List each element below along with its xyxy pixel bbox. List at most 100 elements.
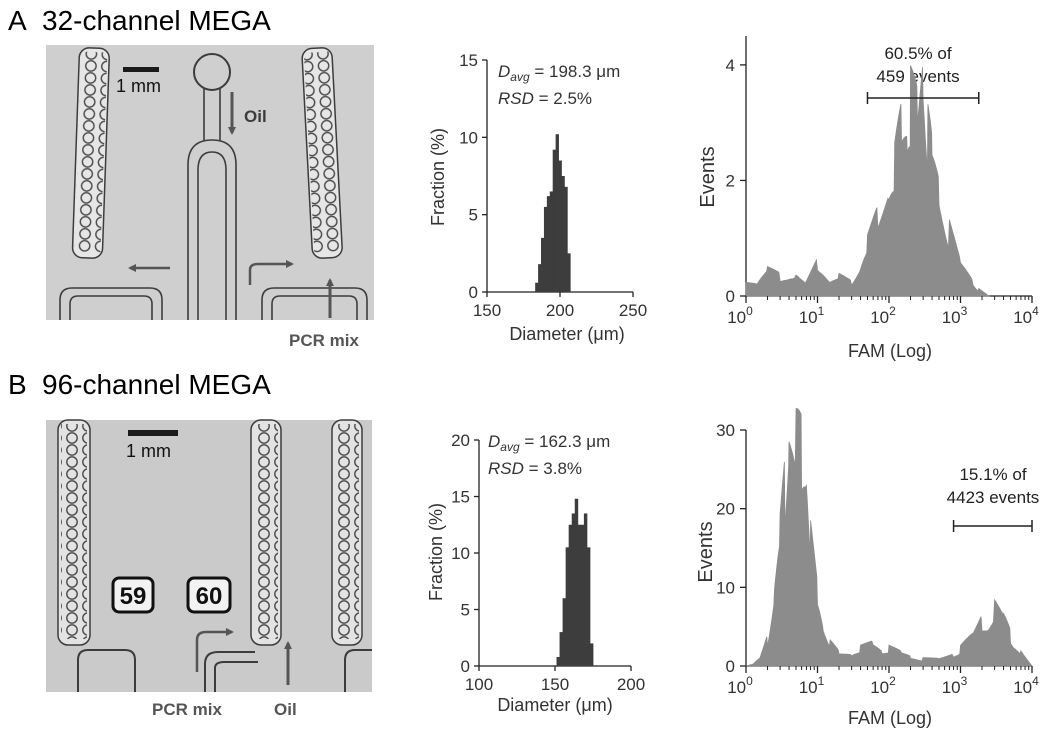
droplet-train <box>74 51 108 253</box>
channel-number-59: 59 <box>111 576 155 614</box>
histogram-bar <box>538 264 542 292</box>
y-tick-label: 0 <box>726 287 735 306</box>
panel-b-letter: B <box>8 369 27 400</box>
junction-channel <box>77 649 136 692</box>
histogram-bar <box>565 547 570 666</box>
svg-text:59: 59 <box>120 583 147 610</box>
y-tick-label: 10 <box>451 544 470 563</box>
histogram-bar <box>541 237 545 292</box>
histogram-bar <box>586 547 591 666</box>
fam-histogram-b: Events FAM (Log) 15.1% of 4423 events 01… <box>695 408 1040 728</box>
y-tick-label: 2 <box>726 171 735 190</box>
rsd-stat-a: RSD = 2.5% <box>498 89 592 108</box>
y-tick-label: 0 <box>726 657 735 676</box>
size-histogram-b: Davg = 162.3 μm RSD = 3.8% Fraction (%) … <box>426 431 645 715</box>
panel-b: B 96-channel MEGA 59 60 <box>8 369 1039 728</box>
y-tick-label: 5 <box>461 601 470 620</box>
rsd-stat-b: RSD = 3.8% <box>488 459 582 478</box>
x-tick-label: 100 <box>727 304 753 327</box>
fam-axis-label-a: FAM (Log) <box>848 341 932 361</box>
oil-label-a: Oil <box>244 107 267 126</box>
y-tick-label: 15 <box>451 488 470 507</box>
histogram-bar <box>583 513 588 666</box>
events-axis-label-a: Events <box>697 146 719 207</box>
flow-arrow-right <box>248 260 294 285</box>
histogram-bar <box>580 524 585 666</box>
pcr-mix-label-a: PCR mix <box>289 331 359 350</box>
histogram-bar <box>559 632 563 666</box>
pcr-mix-label-b: PCR mix <box>152 700 222 719</box>
x-tick-label: 200 <box>617 675 645 694</box>
y-tick-label: 15 <box>459 51 478 70</box>
fam-axis-label-b: FAM (Log) <box>848 708 932 728</box>
y-tick-label: 20 <box>716 500 735 519</box>
fraction-axis-label-a: Fraction (%) <box>428 128 448 226</box>
micrograph-b-background <box>46 420 372 692</box>
gate-annotation-b-line2: 4423 events <box>947 488 1040 507</box>
x-tick-label: 200 <box>546 301 574 320</box>
y-tick-label: 30 <box>716 421 735 440</box>
histogram-bar <box>535 282 539 292</box>
histogram-bar <box>564 186 568 292</box>
davg-stat-b: Davg = 162.3 μm <box>488 432 610 454</box>
gate-annotation-a-line1: 60.5% of <box>884 44 951 63</box>
x-tick-label: 102 <box>870 674 896 697</box>
x-tick-label: 250 <box>619 301 647 320</box>
x-tick-label: 100 <box>465 675 493 694</box>
y-tick-label: 10 <box>716 578 735 597</box>
size-histogram-a: Davg = 198.3 μm RSD = 2.5% Fraction (%) … <box>428 51 647 344</box>
scale-label-b: 1 mm <box>126 441 171 461</box>
u-channel-inner <box>197 151 227 320</box>
histogram-bar <box>549 191 554 292</box>
micrograph-b: 59 60 1 mm <box>46 419 372 692</box>
oil-label-b: Oil <box>274 700 297 719</box>
junction-channel <box>59 287 163 320</box>
davg-stat-a: Davg = 198.3 μm <box>498 62 620 84</box>
x-tick-label: 102 <box>870 304 896 327</box>
x-tick-label: 103 <box>942 304 968 327</box>
x-tick-label: 100 <box>727 674 753 697</box>
histogram-bar <box>574 498 579 666</box>
junction-channel <box>69 295 153 320</box>
histogram-bar <box>555 134 559 292</box>
histogram-bar <box>567 253 571 292</box>
oil-channel <box>203 88 221 140</box>
droplet-train <box>254 424 278 639</box>
u-channel-outer <box>187 139 237 320</box>
y-tick-label: 10 <box>459 128 478 147</box>
y-tick-label: 0 <box>469 283 478 302</box>
y-tick-label: 0 <box>461 657 470 676</box>
fluorescence-area <box>745 408 1033 667</box>
scale-label-a: 1 mm <box>116 76 161 96</box>
droplet-train <box>335 424 359 639</box>
micrograph-a: 1 mm Oil <box>46 45 374 320</box>
histogram-bar <box>556 656 560 666</box>
y-tick-label: 5 <box>469 206 478 225</box>
panel-a-letter: A <box>8 5 27 36</box>
histogram-bar <box>568 524 573 666</box>
junction-channel <box>214 661 258 692</box>
histogram-bar <box>562 598 567 666</box>
scale-bar-b <box>128 430 178 436</box>
diameter-axis-label-a: Diameter (μm) <box>509 324 624 344</box>
channel-number-60: 60 <box>186 576 232 614</box>
x-tick-label: 150 <box>541 675 569 694</box>
gate-annotation-b-line1: 15.1% of <box>959 465 1026 484</box>
svg-text:60: 60 <box>196 583 223 610</box>
histogram-bar <box>546 196 551 292</box>
junction-channel <box>204 651 255 692</box>
panel-a: A 32-channel MEGA <box>8 5 1039 361</box>
pcr-flow-arrow-b <box>195 628 234 672</box>
y-tick-label: 4 <box>726 56 735 75</box>
histogram-bar <box>571 513 576 666</box>
oil-inlet <box>193 53 231 91</box>
x-tick-label: 104 <box>1013 304 1039 327</box>
x-tick-label: 103 <box>942 674 968 697</box>
fraction-axis-label-b: Fraction (%) <box>426 503 446 601</box>
events-axis-label-b: Events <box>695 521 717 582</box>
histogram-bar <box>577 524 582 666</box>
x-tick-label: 150 <box>473 301 501 320</box>
histogram-bar <box>558 160 562 292</box>
droplet-train <box>303 51 341 253</box>
